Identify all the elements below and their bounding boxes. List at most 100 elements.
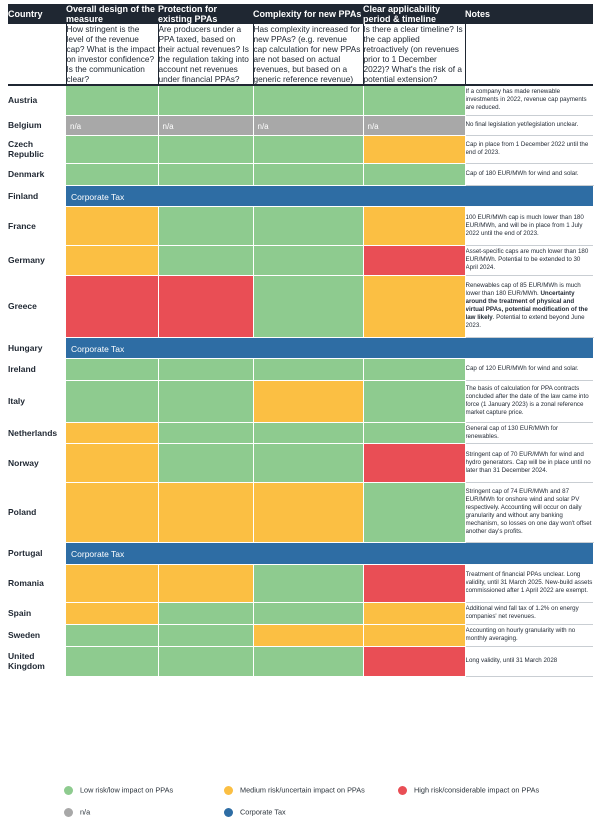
rating-cell-medium [253,482,364,543]
legend-swatch [224,785,233,795]
rating-cell-low [253,85,364,116]
note-cell: Renewables cap of 85 EUR/MWh is much low… [465,275,593,338]
legend-swatch [64,785,73,795]
note-cell: Treatment of financial PPAs unclear. Lon… [465,564,593,603]
rating-cell-low [158,646,254,677]
note-cell: General cap of 130 EUR/MWh for renewable… [465,422,593,444]
legend-label: Medium risk/uncertain impact on PPAs [240,785,365,795]
note-text: Renewables cap of 85 EUR/MWh is much low… [465,282,581,297]
rating-cell-medium [66,564,159,603]
rating-cell-high [158,275,254,338]
rating-cell-low [158,85,254,116]
table-row: France 100 EUR/MWh cap is much lower than… [8,206,593,246]
table-row: Portugal Corporate Tax [8,542,594,565]
rating-cell-low [253,602,364,625]
table-row: Austria If a company has made renewable i… [8,85,593,116]
country-cell: Netherlands [8,422,66,444]
question-applicability-period: Is there a clear timeline? Is the cap ap… [362,24,465,85]
country-cell: Greece [8,275,66,338]
note-cell: Cap of 120 EUR/MWh for wind and solar. [465,358,593,381]
rating-cell-medium [66,482,159,543]
rating-cell-low [158,135,254,164]
rating-cell-low [66,358,159,381]
question-complexity-new-ppas: Has complexity increased for new PPAs? (… [252,24,363,85]
corporate-tax-label: Corporate Tax [71,343,125,354]
table-row: Ireland Cap of 120 EUR/MWh for wind and s… [8,358,593,381]
rating-cell-low [66,646,159,677]
note-cell: Stringent cap of 70 EUR/MWh for wind and… [465,443,593,483]
table-row: Germany Asset-specific caps are much lowe… [8,245,593,276]
table-row: Greece Renewables cap of 85 EUR/MWh is mu… [8,275,593,338]
note-cell: Accounting on hourly granularity with no… [465,624,593,647]
rating-cell-high [363,564,466,603]
rating-cell-low [363,163,466,186]
rating-cell-low [158,624,254,647]
rating-cell-low [253,646,364,677]
note-cell: Long validity, until 31 March 2028 [465,646,593,677]
rating-cell-na: n/a [66,115,159,136]
rating-cell-high [363,646,466,677]
rating-cell-low [363,380,466,423]
question-protection-existing-ppas: Are producers under a PPA taxed, based o… [157,24,253,85]
country-cell: Romania [8,564,66,603]
rating-cell-low [158,602,254,625]
rating-cell-low [253,564,364,603]
country-cell: Finland [8,185,66,207]
country-cell: Denmark [8,163,66,186]
country-cell: France [8,206,66,246]
legend-item-corp: Corporate Tax [224,807,286,817]
note-cell: If a company has made renewable investme… [465,85,593,116]
table-row: Poland Stringent cap of 74 EUR/MWh and 87… [8,482,593,543]
rating-cell-na: n/a [253,115,364,136]
rating-cell-medium [66,206,159,246]
rating-cell-medium [363,135,466,164]
table-row: Spain Additional wind fall tax of 1.2% on… [8,602,593,625]
rating-cell-low [158,245,254,276]
rating-cell-low [363,85,466,116]
table-body: Austria If a company has made renewable i… [8,85,594,677]
legend-item-na: n/a [64,807,90,817]
country-cell: Ireland [8,358,66,381]
corporate-tax-label: Corporate Tax [71,191,125,202]
corporate-tax-cell: Corporate Tax [66,337,594,359]
rating-cell-text: n/a [257,122,269,131]
rating-cell-medium [158,482,254,543]
legend-label: n/a [80,807,91,817]
country-cell: Czech Republic [8,135,66,164]
rating-cell-low [363,358,466,381]
legend-label: Corporate Tax [240,807,286,817]
header-protection-existing-ppas: Protection for existing PPAs [158,4,253,24]
rating-cell-low [253,422,364,444]
note-text: Uncertainty around the treatment of phys… [465,290,588,321]
rating-cell-low [363,422,466,444]
header-applicability-period: Clear applicability period & timeline [363,4,465,24]
question-notes-empty [464,24,593,85]
table-row: Denmark Cap of 180 EUR/MWh for wind and s… [8,163,593,186]
rating-cell-na: n/a [158,115,254,136]
table-row: Italy The basis of calculation for PPA co… [8,380,593,423]
country-cell: Spain [8,602,66,625]
legend-swatch [398,785,407,795]
rating-cell-low [253,206,364,246]
table-row: Norway Stringent cap of 70 EUR/MWh for wi… [8,443,593,483]
note-cell: Additional wind fall tax of 1.2% on ener… [465,602,593,625]
note-cell: Asset-specific caps are much lower than … [465,245,593,276]
rating-cell-na: n/a [363,115,466,136]
country-cell: Germany [8,245,66,276]
rating-cell-low [66,85,159,116]
legend-label: Low risk/low impact on PPAs [80,785,174,795]
country-cell: United Kingdom [8,646,66,677]
rating-cell-low [66,163,159,186]
rating-cell-low [253,358,364,381]
question-empty [8,24,66,85]
legend-item-medium: Medium risk/uncertain impact on PPAs [224,785,365,795]
rating-cell-low [158,206,254,246]
header-country: Country [8,4,66,24]
corporate-tax-cell: Corporate Tax [66,185,594,207]
country-cell: Portugal [8,542,66,565]
note-cell: Cap in place from 1 December 2022 until … [465,135,593,164]
note-text: . Potential to extend beyond June 2023. [465,314,585,329]
legend-label: High risk/considerable impact on PPAs [414,785,540,795]
header-complexity-new-ppas: Complexity for new PPAs [253,4,363,24]
question-overall-design: How stringent is the level of the revenu… [65,24,158,85]
